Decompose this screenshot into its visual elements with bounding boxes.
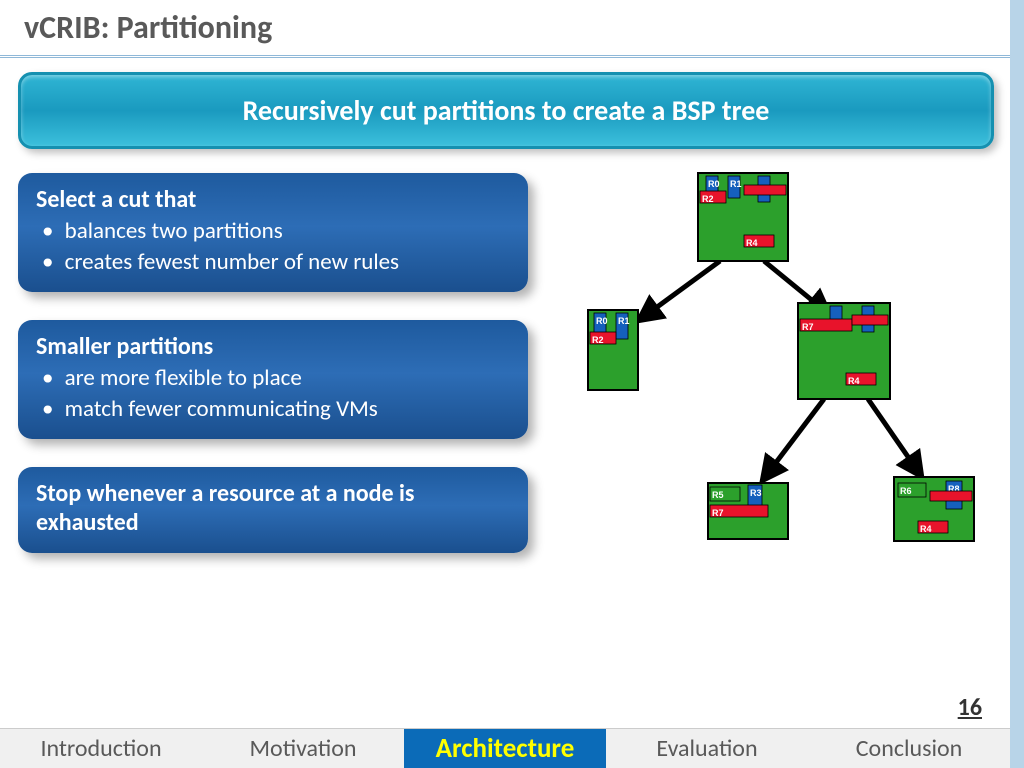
info-box-smaller-partitions: Smaller partitions are more flexible to … (18, 320, 528, 439)
svg-text:R2: R2 (592, 335, 604, 345)
svg-text:R7: R7 (712, 508, 724, 518)
tree-node-RL: R5 R3 R7 (708, 483, 788, 539)
svg-text:R0: R0 (708, 179, 720, 189)
tree-node-RR: R6R8R4 (894, 477, 974, 541)
nav-motivation[interactable]: Motivation (202, 729, 404, 768)
svg-text:R6: R6 (900, 486, 912, 496)
list-item: creates fewest number of new rules (42, 247, 510, 278)
bsp-tree-diagram: R0 R1 R2 R4 R0 R1 R2 R7 R4 R5 R3 R7 R6R8R4 (548, 165, 988, 625)
svg-text:R4: R4 (746, 238, 758, 248)
svg-text:R5: R5 (712, 490, 724, 500)
info-list: balances two partitions creates fewest n… (36, 216, 510, 278)
right-column: R0 R1 R2 R4 R0 R1 R2 R7 R4 R5 R3 R7 R6R8R4 (548, 173, 994, 553)
info-box-select-cut: Select a cut that balances two partition… (18, 173, 528, 292)
tree-node-L: R0 R1 R2 (588, 310, 638, 390)
tree-edge (868, 399, 922, 477)
svg-text:R2: R2 (702, 194, 714, 204)
svg-text:R1: R1 (730, 179, 742, 189)
nav-bar: Introduction Motivation Architecture Eva… (0, 728, 1010, 768)
info-heading: Smaller partitions (36, 332, 510, 361)
tree-edge (638, 261, 720, 321)
tree-edge (762, 399, 824, 481)
info-heading: Stop whenever a resource at a node is ex… (36, 479, 510, 537)
body-row: Select a cut that balances two partition… (18, 173, 994, 553)
left-column: Select a cut that balances two partition… (18, 173, 528, 553)
banner-heading: Recursively cut partitions to create a B… (18, 72, 994, 149)
svg-text:R3: R3 (750, 488, 762, 498)
nav-introduction[interactable]: Introduction (0, 729, 202, 768)
content-area: Recursively cut partitions to create a B… (0, 58, 1010, 553)
list-item: balances two partitions (42, 216, 510, 247)
svg-text:R1: R1 (618, 316, 630, 326)
tree-node-root: R0 R1 R2 R4 (698, 173, 788, 261)
info-list: are more flexible to place match fewer c… (36, 363, 510, 425)
title-area: vCRIB: Partitioning (0, 0, 1010, 58)
tree-node-R: R7 R4 (798, 303, 890, 399)
nav-conclusion[interactable]: Conclusion (808, 729, 1010, 768)
nav-evaluation[interactable]: Evaluation (606, 729, 808, 768)
nav-architecture[interactable]: Architecture (404, 729, 606, 768)
list-item: match fewer communicating VMs (42, 394, 510, 425)
svg-text:R4: R4 (848, 376, 860, 386)
svg-text:R4: R4 (920, 524, 932, 534)
info-heading: Select a cut that (36, 185, 510, 214)
svg-text:R7: R7 (802, 322, 814, 332)
list-item: are more flexible to place (42, 363, 510, 394)
info-box-stop: Stop whenever a resource at a node is ex… (18, 467, 528, 553)
page-title: vCRIB: Partitioning (24, 8, 1010, 47)
page-number: 16 (958, 693, 982, 722)
svg-text:R0: R0 (596, 316, 608, 326)
